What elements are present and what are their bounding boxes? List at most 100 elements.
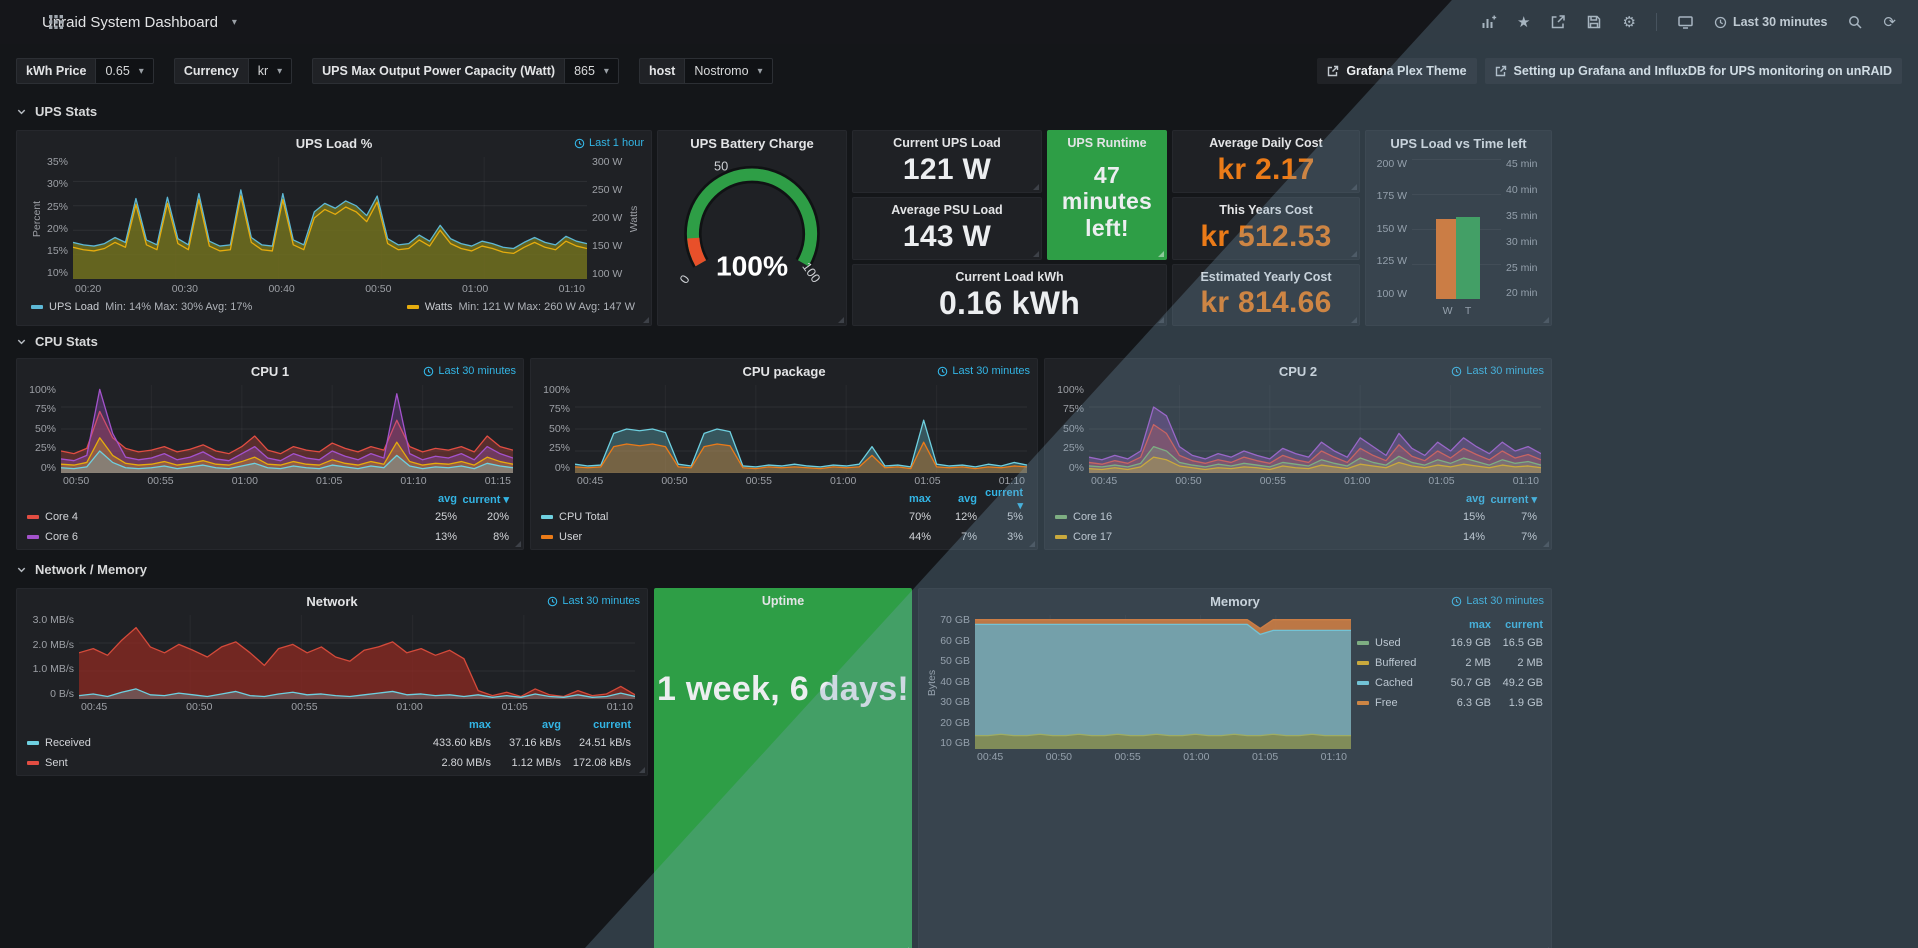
legend-series-name[interactable]: Cached <box>1357 677 1439 689</box>
legend-value: 2.80 MB/s <box>441 757 491 769</box>
variable-value-dropdown[interactable]: 0.65 ▾ <box>95 58 154 84</box>
stat-title[interactable]: Current Load kWh <box>955 270 1064 284</box>
axis-tick: 175 W <box>1376 190 1407 203</box>
plot[interactable] <box>79 615 635 699</box>
stat-title[interactable]: Average Daily Cost <box>1209 136 1323 150</box>
time-range-picker[interactable]: Last 30 minutes <box>1706 9 1835 35</box>
stat-value: kr 814.66 <box>1200 286 1332 319</box>
variable-currency: Currency kr ▾ <box>173 58 293 84</box>
variable-value: 0.65 <box>105 64 130 78</box>
panel-time-range-tag[interactable]: Last 1 hour <box>574 137 644 149</box>
panel-title[interactable]: UPS Battery Charge <box>690 136 814 151</box>
panel-time-range-tag[interactable]: Last 30 minutes <box>547 595 640 607</box>
panel-title[interactable]: CPU 2 <box>1278 364 1318 379</box>
section-title: CPU Stats <box>35 334 98 349</box>
legend-column-header[interactable]: avg <box>958 493 977 505</box>
legend-series-name[interactable]: CPU Total <box>541 511 885 523</box>
panel-title[interactable]: Memory <box>1210 594 1260 609</box>
caret-down-icon[interactable]: ▾ <box>231 16 237 28</box>
plot[interactable] <box>1089 385 1541 473</box>
legend-item[interactable]: UPS Load Min: 14% Max: 30% Avg: 17% <box>31 301 252 313</box>
star-button[interactable]: ★ <box>1509 9 1538 36</box>
legend-column-header[interactable]: current ▾ <box>462 493 509 506</box>
legend-column-header[interactable]: max <box>468 719 491 731</box>
zoom-out-button[interactable] <box>1839 8 1871 36</box>
stat-title[interactable]: Uptime <box>761 594 805 608</box>
legend-value: 44% <box>908 531 931 543</box>
link-grafana-influxdb-guide[interactable]: Setting up Grafana and InfluxDB for UPS … <box>1484 58 1902 84</box>
legend-column-header[interactable]: avg <box>438 493 457 505</box>
settings-button[interactable]: ⚙ <box>1614 9 1643 36</box>
stat-title[interactable]: Average PSU Load <box>891 203 1003 217</box>
panel-title[interactable]: Network <box>306 594 358 609</box>
save-button[interactable] <box>1578 8 1610 36</box>
panel-uptime: Uptime 1 week, 6 days! <box>654 588 912 948</box>
stat-title[interactable]: Current UPS Load <box>893 136 1001 150</box>
x-axis: 00:45 00:50 00:55 01:00 01:05 01:10 <box>977 751 1347 763</box>
panel-title[interactable]: CPU 1 <box>250 364 290 379</box>
legend-column-header[interactable]: current ▾ <box>1490 493 1537 506</box>
legend-series-name[interactable]: Buffered <box>1357 657 1439 669</box>
plot[interactable] <box>975 615 1351 749</box>
bar-W[interactable] <box>1435 219 1460 299</box>
axis-tick: 10 GB <box>940 737 970 750</box>
plot[interactable] <box>575 385 1027 473</box>
legend-series-name[interactable]: Core 17 <box>1055 531 1433 543</box>
section-network-memory[interactable]: Network / Memory <box>16 562 147 577</box>
axis-tick: 01:15 <box>484 475 511 487</box>
share-button[interactable] <box>1542 8 1574 36</box>
axis-tick: 25% <box>548 442 570 455</box>
axis-tick: 00:45 <box>81 701 108 713</box>
legend-column-header[interactable]: current <box>1505 619 1543 631</box>
add-panel-button[interactable] <box>1473 8 1505 36</box>
panel-time-range-tag[interactable]: Last 30 minutes <box>1451 595 1544 607</box>
axis-tick: 00:45 <box>577 475 604 487</box>
top-navbar: Unraid System Dashboard ▾ ★ ⚙ Last 30 mi… <box>0 0 1918 44</box>
legend-series-stats: Min: 14% Max: 30% Avg: 17% <box>105 301 253 313</box>
axis-tick: 35% <box>46 156 68 168</box>
legend-series-name[interactable]: User <box>541 531 885 543</box>
legend: max current Used 16.9 GB 16.5 GB Buffered 2 MB… <box>1357 617 1543 713</box>
legend-column-header[interactable]: avg <box>1466 493 1485 505</box>
ups-load-chart <box>73 157 587 279</box>
stat-title[interactable]: UPS Runtime <box>1067 136 1147 150</box>
link-grafana-plex-theme[interactable]: Grafana Plex Theme <box>1317 58 1477 84</box>
clock-icon <box>424 366 434 376</box>
legend-series-name[interactable]: Core 4 <box>27 511 405 523</box>
legend-series-name[interactable]: Sent <box>27 757 421 769</box>
variable-value-dropdown[interactable]: kr ▾ <box>247 58 293 84</box>
legend-series-name[interactable]: Used <box>1357 637 1439 649</box>
plot[interactable] <box>61 385 513 473</box>
apps-grid-icon[interactable] <box>48 14 64 30</box>
panel-time-range-tag[interactable]: Last 30 minutes <box>423 365 516 377</box>
navbar-divider <box>1655 13 1657 31</box>
legend-column-header[interactable]: current <box>593 719 631 731</box>
tv-mode-button[interactable] <box>1669 8 1702 36</box>
panel-title[interactable]: UPS Load % <box>295 136 373 151</box>
panel-title[interactable]: UPS Load vs Time left <box>1390 136 1527 151</box>
stat-title[interactable]: Estimated Yearly Cost <box>1200 270 1332 284</box>
legend-value: 3% <box>1007 531 1023 543</box>
panel-time-range-tag[interactable]: Last 30 minutes <box>1451 365 1544 377</box>
bar-T[interactable] <box>1456 217 1481 299</box>
dashboard-title[interactable]: Unraid System Dashboard <box>42 13 218 31</box>
section-cpu-stats[interactable]: CPU Stats <box>16 334 98 349</box>
refresh-button[interactable]: ⟳ <box>1875 9 1904 36</box>
legend-series-name[interactable]: Core 6 <box>27 531 405 543</box>
legend-column-header[interactable]: avg <box>542 719 561 731</box>
panel-time-range-tag[interactable]: Last 30 minutes <box>937 365 1030 377</box>
panel-title[interactable]: CPU package <box>742 364 826 379</box>
stat-title[interactable]: This Years Cost <box>1219 203 1313 217</box>
legend-column-header[interactable]: max <box>1468 619 1491 631</box>
legend-item[interactable]: Watts Min: 121 W Max: 260 W Avg: 147 W <box>406 301 635 313</box>
section-ups-stats[interactable]: UPS Stats <box>16 104 97 119</box>
legend-series-name[interactable]: Received <box>27 737 421 749</box>
legend-series-name[interactable]: Free <box>1357 697 1439 709</box>
plot[interactable] <box>73 157 587 279</box>
legend-column-header[interactable]: max <box>908 493 931 505</box>
legend-column-header[interactable]: current ▾ <box>985 486 1023 512</box>
variable-value-dropdown[interactable]: Nostromo ▾ <box>684 58 773 84</box>
variable-value-dropdown[interactable]: 865 ▾ <box>564 58 619 84</box>
external-link-icon <box>1328 65 1339 77</box>
legend-series-name[interactable]: Core 16 <box>1055 511 1433 523</box>
